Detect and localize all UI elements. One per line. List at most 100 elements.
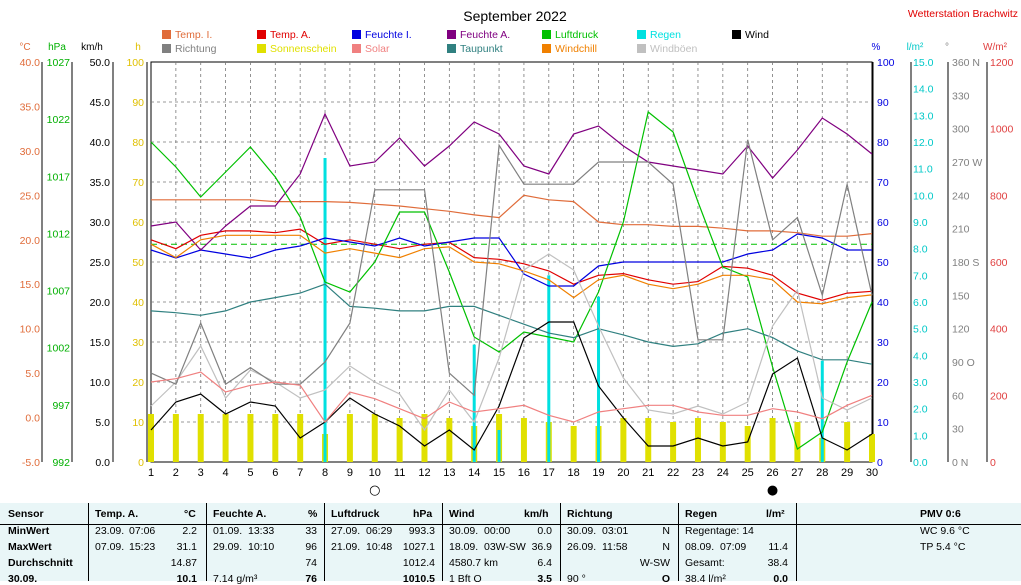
pressure-max-time: 10:48 (366, 541, 393, 553)
pressure-min: 993.3 (408, 525, 435, 537)
sunshine-bar (794, 422, 801, 462)
axis-tick-label: 992 (52, 457, 70, 469)
axis-tick-label: 11.0 (913, 164, 933, 176)
axis-tick-label: 10.0 (90, 377, 111, 389)
axis-tick-label: 7.0 (913, 270, 928, 282)
x-tick-label: 27 (791, 467, 803, 479)
axis-tick-label: 0.0 (913, 457, 928, 469)
axis-tick-label: 1002 (47, 343, 71, 355)
wind-min-time: 00:00 (484, 525, 511, 537)
x-tick-label: 15 (493, 467, 505, 479)
wind-current: 3.5 (537, 573, 552, 585)
axis-tick-label: 30.0 (90, 217, 111, 229)
sunshine-bar (371, 414, 378, 462)
rain-current-extra: 38.4 l/m² (685, 573, 726, 585)
series-line-windchill (150, 234, 873, 305)
axis-tick-label: 0 (877, 457, 883, 469)
legend-label: Feuchte I. (365, 29, 412, 41)
axis-tick-label: 50.0 (90, 57, 111, 69)
sunshine-bar (172, 414, 179, 462)
legend-label: Wind (745, 29, 769, 41)
axis-tick-label: 45.0 (90, 97, 111, 109)
axes: °C 40.0 35.0 30.0 25.0 20.0 15.0 10.0 5.0 0.0 -5.0… (19, 42, 1013, 469)
axis-tick-label: 9.0 (913, 217, 928, 229)
wind-avg-extra: 4580.7 km (449, 557, 499, 569)
sunshine-bar (446, 418, 453, 462)
axis-tick-label: 1000 (990, 124, 1014, 136)
sunshine-bar (396, 418, 403, 462)
axis-unit: W/m² (983, 42, 1008, 53)
axis-tick-label: 40.0 (90, 137, 111, 149)
x-tick-label: 23 (692, 467, 704, 479)
table-divider (560, 503, 561, 581)
weather-chart: September 2022 Wetterstation Brachwitz T… (19, 8, 1018, 498)
axis-tick-label: 40 (132, 297, 144, 309)
axis-tick-label: 240 (952, 190, 970, 202)
axis-tick-label: 90 (877, 97, 889, 109)
x-tick-label: 16 (518, 467, 530, 479)
x-tick-label: 13 (443, 467, 455, 479)
axis-tick-label: 300 (952, 124, 970, 136)
legend-label: Temp. A. (270, 29, 311, 41)
sunshine-bar (222, 414, 229, 462)
rain-max: 11.4 (768, 541, 788, 553)
label-min: MinWert (8, 525, 50, 537)
legend-swatch (542, 44, 551, 53)
sunshine-bar (197, 414, 204, 462)
direction-max-date: 26.09. (567, 541, 597, 553)
pressure-max: 1027.1 (402, 541, 435, 553)
table-divider (88, 503, 89, 581)
x-tick-label: 18 (568, 467, 580, 479)
rain-current: 0.0 (773, 573, 788, 585)
legend-label: Windchill (555, 43, 597, 55)
table-divider (796, 503, 797, 581)
axis-tick-label: 600 (990, 257, 1008, 269)
axis-tick-label: 25.0 (20, 190, 41, 202)
axis-tick-label: 4.0 (913, 350, 928, 362)
direction-min: N (662, 525, 670, 537)
axis-tick-label: 6.0 (913, 297, 928, 309)
axis-tick-label: 100 (877, 57, 895, 69)
rain-bar (547, 275, 551, 462)
series-line-richtung (150, 139, 873, 397)
temp-avg: 14.87 (170, 557, 197, 569)
x-tick-label: 22 (667, 467, 679, 479)
rain-max-time: 07:09 (720, 541, 747, 553)
x-tick-label: 5 (247, 467, 253, 479)
x-tick-label: 14 (468, 467, 480, 479)
table-divider (324, 503, 325, 581)
axis-tick-label: 35.0 (20, 101, 41, 113)
rain-days: Regentage: 14 (685, 525, 754, 537)
x-tick-label: 21 (642, 467, 654, 479)
axis-tick-label: 120 (952, 324, 970, 336)
legend-swatch (352, 44, 361, 53)
axis-tick-label: 70 (877, 177, 889, 189)
temp-max-date: 07.09. (95, 541, 125, 553)
humidity-avg: 74 (305, 557, 317, 569)
axis-tick-label: 1012 (47, 228, 71, 240)
rain-total: 38.4 (767, 557, 788, 569)
legend-swatch (732, 30, 741, 39)
wind-max-date: 18.09. (449, 541, 479, 553)
temp-header: Temp. A. (95, 508, 139, 520)
wind-max: 36.9 (531, 541, 552, 553)
axis-tick-label: 80 (877, 137, 889, 149)
axis-tick-label: 10.0 (20, 324, 41, 336)
legend: Temp. I. Temp. A. Feuchte I. Feuchte A. Luft… (162, 29, 769, 55)
x-tick-label: 9 (347, 467, 353, 479)
humidity-max-date: 29.09. (213, 541, 243, 553)
axis-tick-label: 20 (132, 377, 144, 389)
direction-min-date: 30.09. (567, 525, 597, 537)
direction-current-extra: 90 ° (567, 573, 586, 585)
axis-tick-label: 10.0 (913, 190, 934, 202)
temp-max-time: 15:23 (129, 541, 156, 553)
axis-tick-label: 40 (877, 297, 889, 309)
x-tick-label: 24 (717, 467, 729, 479)
humidity-min-time: 13:33 (248, 525, 275, 537)
legend-swatch (162, 30, 171, 39)
bars (148, 158, 875, 462)
axis-tick-label: 150 (952, 290, 970, 302)
pressure-max-date: 21.09. (331, 541, 361, 553)
series-line-feuchte-a (150, 112, 873, 251)
axis-tick-label: 270 W (952, 157, 982, 169)
